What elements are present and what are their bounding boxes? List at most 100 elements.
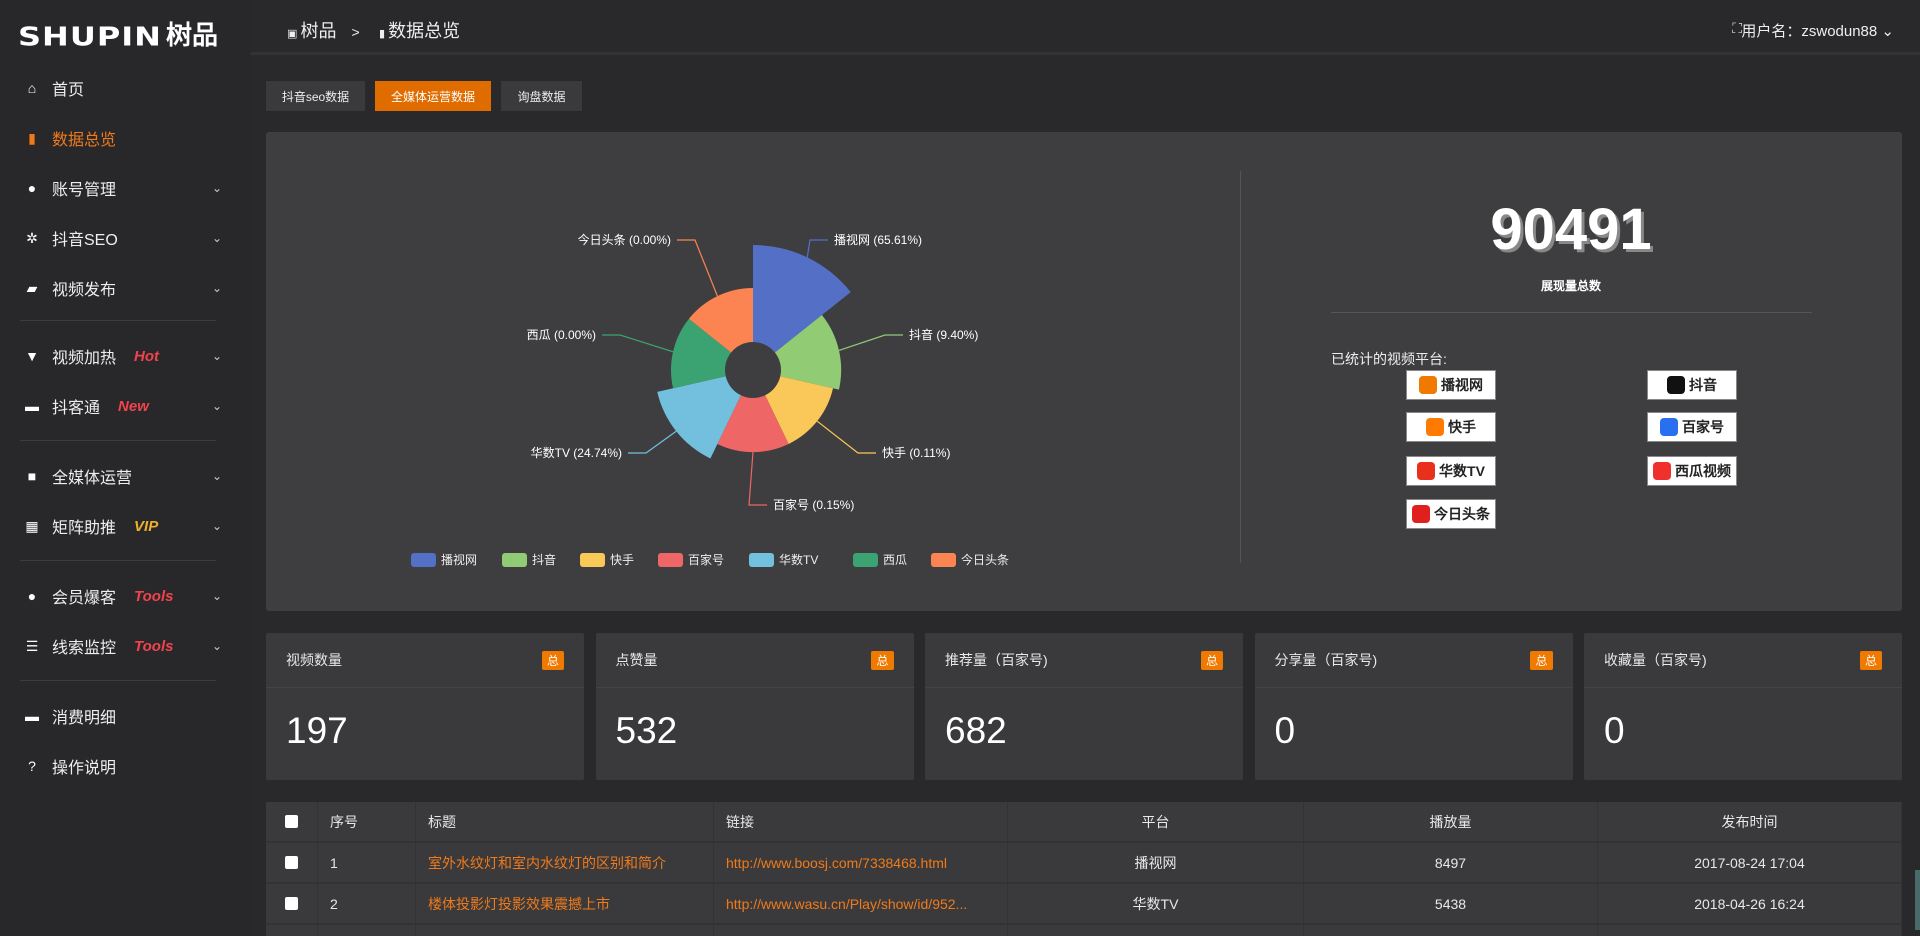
sidebar-item-10[interactable]: ☰ 线索监控 Tools ⌄ — [0, 626, 251, 666]
chevron-down-icon: ⌄ — [212, 519, 223, 533]
stat-card: 分享量（百家号) 总 0 — [1254, 633, 1573, 780]
legend-label[interactable]: 今日头条 — [961, 552, 1009, 567]
total-impressions: 90491 — [1490, 197, 1652, 262]
url-link[interactable]: http://www.wasu.cn/Play/show/id/952... — [726, 895, 968, 912]
title-link[interactable]: 楼体投影灯投影效果震撼上市 — [428, 895, 610, 912]
user-menu[interactable]: 用户名：zswodun88 ⌄ — [1741, 20, 1894, 41]
tab-all-media[interactable]: 全媒体运营数据 — [375, 81, 491, 111]
stat-value: 532 — [615, 710, 678, 751]
slice-label: 播视网 (65.61%) — [834, 232, 922, 247]
pie-slice[interactable] — [765, 376, 834, 444]
fullscreen-icon[interactable]: ⛶ — [1732, 20, 1742, 36]
platform-logo-mark — [1426, 418, 1444, 436]
legend-label[interactable]: 华数TV — [779, 552, 818, 567]
sidebar-item-2[interactable]: ● 账号管理 ⌄ — [0, 168, 251, 208]
cell-text: 1 — [330, 854, 338, 871]
sidebar-item-3[interactable]: ✲ 抖音SEO ⌄ — [0, 218, 251, 258]
stat-label: 分享量（百家号) — [1274, 652, 1378, 668]
cell-text: 华数TV — [1132, 895, 1179, 912]
legend-label[interactable]: 抖音 — [532, 552, 556, 567]
sidebar-item-5[interactable]: ▼ 视频加热 Hot ⌄ — [0, 336, 251, 376]
platform-logo: 播视网 — [1406, 370, 1496, 400]
platform-logo-text: 快手 — [1448, 419, 1476, 435]
sidebar-tag: Hot — [134, 347, 160, 365]
tab-douyin-seo[interactable]: 抖音seo数据 — [266, 81, 365, 111]
legend-label[interactable]: 快手 — [610, 553, 634, 567]
rose-pie-chart: 播视网 (65.61%) 抖音 (9.40%) 快手 (0.11%) 百家号 (0.1… — [411, 232, 1009, 567]
legend-swatch[interactable] — [580, 553, 605, 567]
table-cell: 华数TV — [1008, 884, 1304, 923]
divider — [1240, 171, 1241, 563]
legend-swatch[interactable] — [931, 553, 956, 567]
sidebar-item-0[interactable]: ⌂ 首页 — [0, 68, 251, 108]
header-label: 发布时间 — [1721, 813, 1778, 830]
wallet-icon: ▬ — [25, 708, 39, 724]
table-cell: 楼体投影灯投影效果震撼上市 — [416, 884, 714, 923]
legend-swatch[interactable] — [853, 553, 878, 567]
legend-label[interactable]: 西瓜 — [883, 553, 907, 567]
pie-slice[interactable] — [657, 376, 741, 459]
sidebar-item-4[interactable]: ▰ 视频发布 ⌄ — [0, 268, 251, 308]
platform-logo-mark — [1419, 376, 1437, 394]
stat-value: 197 — [286, 710, 348, 751]
chevron-down-icon: ⌄ — [212, 181, 223, 195]
sidebar-item-9[interactable]: ● 会员爆客 Tools ⌄ — [0, 576, 251, 616]
platform-logo-text: 今日头条 — [1434, 506, 1490, 522]
tab-inquiry[interactable]: 询盘数据 — [501, 81, 582, 111]
sidebar-item-12[interactable]: ? 操作说明 — [0, 746, 251, 786]
logo[interactable]: SHUPIN 树品 — [18, 16, 218, 52]
chevron-down-icon: ⌄ — [212, 639, 223, 653]
sliders-icon: ☰ — [25, 637, 39, 654]
pie-slice[interactable] — [753, 245, 851, 353]
scrollbar[interactable] — [1915, 870, 1920, 930]
sidebar: SHUPIN 树品 ⌂ 首页 ▮ 数据总览 ● 账号管理 ⌄ ✲ 抖音SEO ⌄ ▰ 视频发布 ⌄ ▼ 视频加… — [0, 0, 251, 936]
header-label: 链接 — [726, 813, 754, 830]
video-table: 序号 标题 链接 平台 播放量 发布时间 1 室外水纹灯和室内水纹灯的区别和简介 http://… — [266, 802, 1902, 936]
row-checkbox[interactable] — [285, 856, 298, 869]
stat-card: 点赞量 总 532 — [595, 633, 914, 780]
select-all-checkbox[interactable] — [285, 815, 298, 828]
sidebar-item-6[interactable]: ▬ 抖客通 New ⌄ — [0, 386, 251, 426]
pie-slice[interactable] — [717, 395, 789, 453]
sidebar-item-1[interactable]: ▮ 数据总览 — [0, 118, 251, 158]
logo-cn: 树品 — [165, 20, 218, 50]
sidebar-item-label: 视频发布 — [52, 282, 117, 299]
breadcrumb-current: ▮ 数据总览 — [379, 17, 460, 43]
breadcrumb-home[interactable]: ▣ 树品 > — [287, 17, 360, 43]
divider — [1331, 312, 1812, 313]
row-checkbox[interactable] — [285, 897, 298, 910]
legend-label[interactable]: 百家号 — [688, 552, 724, 567]
legend-swatch[interactable] — [749, 553, 774, 567]
slice-label: 华数TV (24.74%) — [531, 445, 622, 460]
pie-slice[interactable] — [671, 318, 732, 389]
platform-logo-mark — [1417, 462, 1436, 480]
chevron-down-icon: ⌄ — [212, 399, 223, 413]
stat-card-header: 收藏量（百家号) 总 — [1584, 633, 1902, 688]
pie-slice[interactable] — [774, 315, 842, 390]
sidebar-item-8[interactable]: ▦ 矩阵助推 VIP ⌄ — [0, 506, 251, 546]
table-cell: 1 — [318, 843, 416, 882]
comment-icon: ▬ — [25, 398, 39, 414]
chevron-down-icon: ⌄ — [212, 469, 223, 483]
header-label: 标题 — [428, 813, 456, 830]
table-cell — [266, 884, 318, 923]
sidebar-item-label: 全媒体运营 — [52, 470, 133, 487]
home-icon: ⌂ — [27, 80, 37, 96]
legend-label[interactable]: 播视网 — [441, 552, 477, 567]
slice-label: 抖音 (9.40%) — [909, 327, 978, 342]
table-cell: 5438 — [1304, 884, 1598, 923]
legend-swatch[interactable] — [502, 553, 527, 567]
stat-label: 推荐量（百家号) — [945, 652, 1048, 668]
platform-logo-text: 抖音 — [1689, 377, 1717, 393]
legend-swatch[interactable] — [411, 553, 436, 567]
table-cell: http://www.wasu.cn/Play/show/id/952... — [714, 884, 1008, 923]
sidebar-item-11[interactable]: ▬ 消费明细 — [0, 696, 251, 736]
label-leader-line — [602, 334, 674, 353]
legend-swatch[interactable] — [658, 553, 683, 567]
table-row: 2 楼体投影灯投影效果震撼上市 http://www.wasu.cn/Play/sh… — [266, 884, 1902, 925]
pie-slice[interactable] — [688, 288, 753, 353]
title-link[interactable]: 室外水纹灯和室内水纹灯的区别和简介 — [428, 854, 666, 871]
url-link[interactable]: http://www.boosj.com/7338468.html — [726, 854, 948, 871]
table-cell — [266, 925, 318, 936]
sidebar-item-7[interactable]: ■ 全媒体运营 ⌄ — [0, 456, 251, 496]
